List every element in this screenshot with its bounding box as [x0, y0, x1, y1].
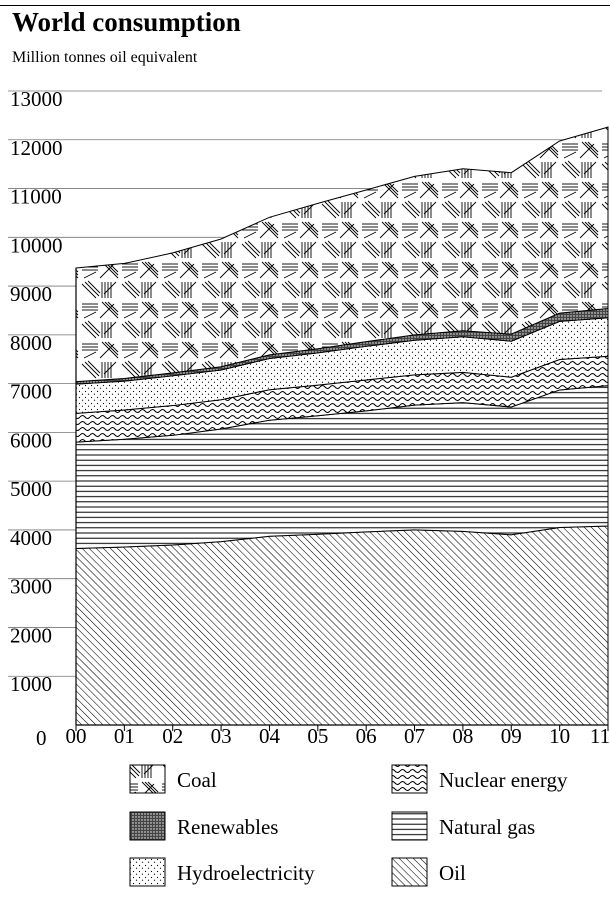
y-tick-label: 7000 [10, 380, 52, 404]
x-tick-label: 11 [590, 724, 610, 748]
x-tick-label: 09 [501, 724, 522, 748]
y-tick-label: 13000 [10, 87, 63, 111]
x-tick-label: 05 [307, 724, 328, 748]
y-tick-label: 1000 [10, 672, 52, 696]
x-tick-labels: 00 01 02 03 04 05 06 07 08 09 10 11 [66, 724, 610, 748]
y-tick-label: 4000 [10, 526, 52, 550]
chart-subtitle: Million tonnes oil equivalent [12, 49, 198, 66]
legend-item-renewables: Renewables [129, 811, 278, 841]
legend: Coal Nuclear energy Renewables Natural gas H… [129, 764, 568, 887]
legend-swatch [129, 764, 166, 794]
legend-item-hydroelectricity: Hydroelectricity [129, 857, 315, 887]
x-tick-label: 01 [114, 724, 135, 748]
chart-title: World consumption [12, 7, 241, 37]
x-tick-label: 00 [66, 724, 87, 748]
legend-label: Nuclear energy [439, 768, 568, 792]
legend-item-natural-gas: Natural gas [391, 811, 535, 841]
area-oil [75, 525, 609, 726]
legend-item-oil: Oil [391, 857, 466, 887]
x-tick-label: 08 [452, 724, 473, 748]
legend-label: Oil [439, 861, 466, 885]
legend-label: Renewables [177, 815, 278, 839]
y-tick-label: 9000 [10, 282, 52, 306]
y-tick-label: 2000 [10, 623, 52, 647]
x-tick-label: 06 [356, 724, 377, 748]
x-tick-label: 10 [549, 724, 570, 748]
legend-item-nuclear-energy: Nuclear energy [391, 764, 568, 794]
x-tick-label: 02 [162, 724, 183, 748]
legend-label: Natural gas [439, 815, 535, 839]
legend-swatch [391, 857, 428, 887]
legend-swatch [391, 811, 428, 841]
x-tick-label: 07 [404, 724, 425, 748]
legend-item-coal: Coal [129, 764, 217, 794]
area-coal [75, 126, 609, 383]
y-tick-label: 0 [36, 726, 47, 750]
y-tick-labels: 1300012000110001000090008000700060005000… [10, 87, 63, 750]
legend-swatch [129, 857, 166, 887]
y-tick-label: 8000 [10, 331, 52, 355]
legend-swatch [129, 811, 166, 841]
legend-swatch [391, 764, 428, 794]
y-tick-label: 11000 [10, 185, 62, 209]
y-tick-label: 6000 [10, 428, 52, 452]
y-tick-label: 12000 [10, 136, 63, 160]
x-tick-label: 03 [211, 724, 232, 748]
axes [75, 268, 609, 731]
stacked-areas [75, 126, 609, 726]
legend-label: Hydroelectricity [177, 861, 315, 885]
x-tick-label: 04 [259, 724, 281, 748]
y-tick-label: 5000 [10, 477, 52, 501]
y-tick-label: 10000 [10, 233, 63, 257]
legend-label: Coal [177, 768, 217, 792]
top-rule [0, 5, 610, 6]
y-tick-label: 3000 [10, 575, 52, 599]
